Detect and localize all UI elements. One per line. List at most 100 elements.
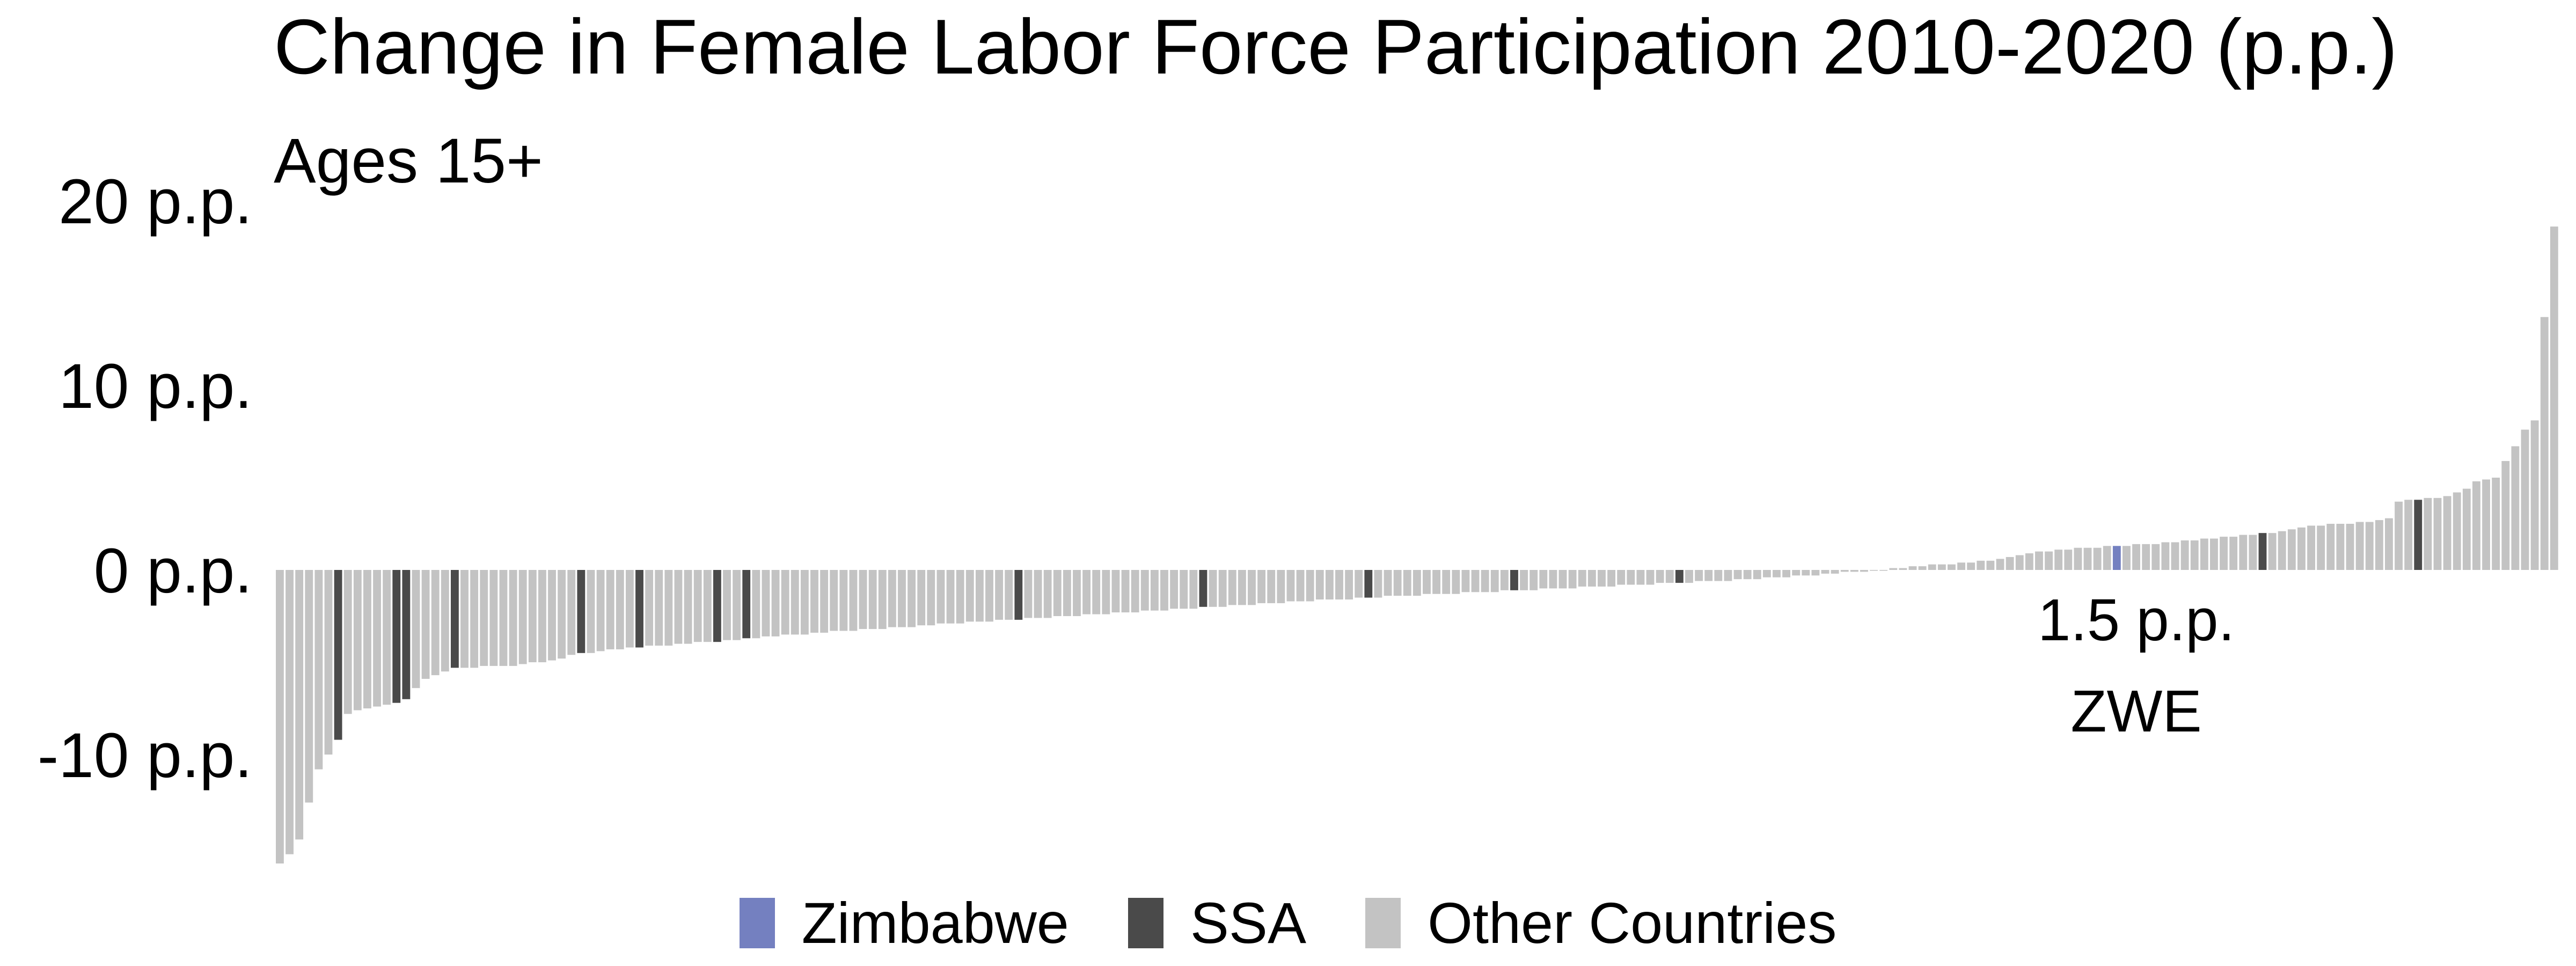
bar [2511, 446, 2520, 570]
bar [1850, 570, 1858, 572]
bar [985, 570, 993, 622]
bar [2462, 488, 2471, 570]
bar [2355, 522, 2364, 570]
bar [927, 570, 935, 626]
bar [2550, 226, 2558, 570]
bar [1675, 570, 1684, 583]
bar [2045, 551, 2053, 570]
legend-item-zimbabwe: Zimbabwe [739, 888, 1069, 958]
bar [1510, 570, 1518, 590]
bar [888, 570, 896, 627]
bar [1481, 570, 1489, 592]
bar [2540, 317, 2549, 570]
bar [2297, 527, 2306, 570]
bar [791, 570, 799, 635]
y-axis: -10 p.p. 0 p.p. 10 p.p. 20 p.p. [38, 166, 252, 791]
bar [2229, 537, 2238, 570]
bar [1063, 570, 1071, 616]
bar [1024, 570, 1033, 618]
bar [1598, 570, 1606, 587]
bar [1140, 570, 1149, 611]
bar [1238, 570, 1246, 605]
bar [499, 570, 508, 666]
bar [2395, 501, 2403, 570]
bar [2239, 535, 2248, 570]
bar [1384, 570, 1392, 596]
bar [2346, 524, 2354, 570]
bar [645, 570, 654, 646]
bar [664, 570, 673, 646]
bar [1840, 570, 1849, 572]
bar [489, 570, 498, 666]
bar [1899, 568, 1907, 570]
bar [596, 570, 605, 652]
legend-swatch-ssa [1128, 898, 1163, 948]
bar [2307, 525, 2315, 570]
bar [917, 570, 926, 626]
legend-item-ssa: SSA [1128, 888, 1306, 958]
bar [2365, 522, 2374, 570]
legend-swatch-other-countries [1365, 898, 1401, 948]
bar [2210, 538, 2218, 570]
bar [965, 570, 974, 622]
annotation-group: 1.5 p.p. ZWE [2038, 587, 2235, 744]
bar [1821, 570, 1829, 574]
bar [1189, 570, 1198, 609]
bar [1549, 570, 1557, 589]
bar [849, 570, 858, 631]
bar [2385, 518, 2393, 570]
y-tick-label: 20 p.p. [58, 166, 252, 237]
bar [1967, 562, 1975, 570]
bar [2074, 547, 2082, 570]
bar [674, 570, 683, 644]
bar [1490, 570, 1499, 592]
bar [1879, 570, 1888, 571]
bar [742, 570, 751, 639]
bar [2375, 520, 2383, 570]
bar [373, 570, 381, 707]
bar [538, 570, 546, 662]
bar [606, 570, 614, 649]
bar [1646, 570, 1655, 585]
bar [2180, 540, 2189, 570]
bar [1257, 570, 1266, 603]
bar [450, 570, 459, 668]
bar [1355, 570, 1363, 598]
bar [2054, 550, 2063, 570]
bar [1393, 570, 1402, 596]
bar [1870, 570, 1878, 571]
bar [1587, 570, 1596, 587]
bar [567, 570, 576, 655]
bar [1733, 570, 1742, 580]
bar [1724, 570, 1732, 581]
bar [470, 570, 479, 668]
bar [334, 570, 342, 740]
bar [402, 570, 411, 699]
bar [2006, 557, 2014, 570]
bar [2083, 547, 2092, 570]
bar [1413, 570, 1421, 596]
bar [2258, 533, 2267, 570]
bar [1014, 570, 1023, 620]
bar [528, 570, 537, 662]
bar [480, 570, 488, 666]
bar [1228, 570, 1236, 605]
bar [1442, 570, 1451, 594]
bar [587, 570, 595, 653]
bar [1743, 570, 1752, 580]
bar [1111, 570, 1120, 613]
bar [1539, 570, 1548, 589]
bar [625, 570, 634, 648]
bar [898, 570, 906, 627]
bar [2200, 538, 2208, 570]
bar [286, 570, 294, 854]
bar [1452, 570, 1460, 594]
bar [1773, 570, 1781, 577]
bar [762, 570, 770, 636]
y-tick-label: 10 p.p. [58, 351, 252, 422]
bar [723, 570, 731, 640]
bar [1957, 562, 1965, 570]
bar [878, 570, 887, 630]
bar [1753, 570, 1761, 580]
